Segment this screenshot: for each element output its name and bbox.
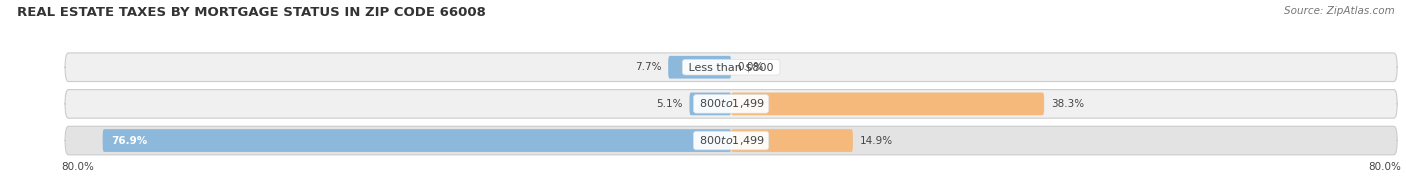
Text: Less than $800: Less than $800 [685,62,778,72]
Text: $800 to $1,499: $800 to $1,499 [696,97,766,110]
FancyBboxPatch shape [65,53,1398,82]
Text: 5.1%: 5.1% [657,99,683,109]
Text: 38.3%: 38.3% [1050,99,1084,109]
Text: Source: ZipAtlas.com: Source: ZipAtlas.com [1284,6,1395,16]
FancyBboxPatch shape [668,56,731,79]
FancyBboxPatch shape [65,90,1398,118]
Text: REAL ESTATE TAXES BY MORTGAGE STATUS IN ZIP CODE 66008: REAL ESTATE TAXES BY MORTGAGE STATUS IN … [17,6,485,19]
FancyBboxPatch shape [65,126,1398,155]
Text: 76.9%: 76.9% [111,136,148,146]
Text: 14.9%: 14.9% [859,136,893,146]
FancyBboxPatch shape [689,93,731,115]
Text: $800 to $1,499: $800 to $1,499 [696,134,766,147]
FancyBboxPatch shape [731,129,853,152]
FancyBboxPatch shape [103,129,731,152]
FancyBboxPatch shape [731,93,1045,115]
Text: 7.7%: 7.7% [636,62,662,72]
Text: 0.0%: 0.0% [738,62,763,72]
